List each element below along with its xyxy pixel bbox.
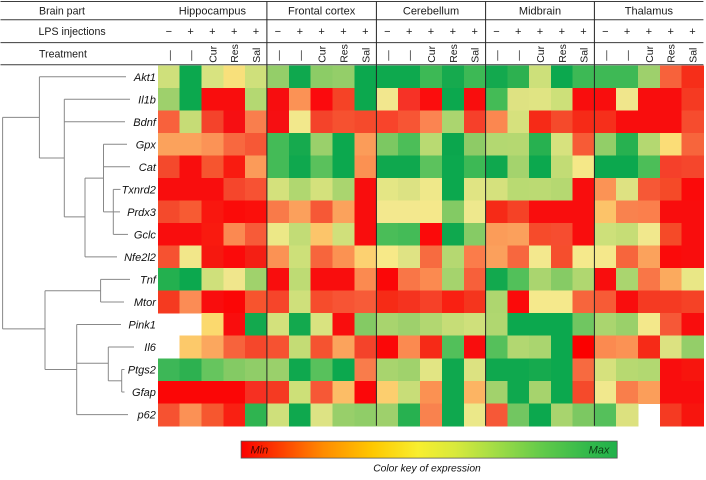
svg-text:Hippocampus: Hippocampus: [179, 6, 247, 18]
svg-text:Cerebellum: Cerebellum: [403, 6, 459, 18]
svg-text:Txnrd2: Txnrd2: [122, 184, 156, 196]
svg-text:+: +: [667, 26, 673, 38]
svg-text:Brain part: Brain part: [39, 6, 85, 18]
svg-text:Il6: Il6: [144, 342, 157, 354]
svg-text:Sal: Sal: [360, 48, 372, 63]
svg-text:—: —: [164, 50, 176, 61]
svg-text:+: +: [340, 26, 346, 38]
svg-text:Sal: Sal: [251, 48, 263, 63]
svg-text:Tnf: Tnf: [140, 274, 157, 286]
svg-text:—: —: [404, 50, 416, 61]
svg-text:Cur: Cur: [535, 45, 547, 62]
svg-text:Thalamus: Thalamus: [625, 6, 674, 18]
svg-text:+: +: [559, 26, 565, 38]
svg-text:Akt1: Akt1: [133, 72, 156, 84]
svg-text:Cur: Cur: [207, 45, 219, 62]
svg-text:Cat: Cat: [139, 162, 157, 174]
svg-text:Res: Res: [339, 44, 351, 63]
svg-text:+: +: [450, 26, 456, 38]
svg-text:Prdx3: Prdx3: [127, 207, 157, 219]
svg-text:Sal: Sal: [470, 48, 482, 63]
svg-text:Ptgs2: Ptgs2: [128, 365, 156, 377]
svg-text:—: —: [600, 50, 612, 61]
svg-text:p62: p62: [137, 410, 156, 422]
svg-text:Cur: Cur: [317, 45, 329, 62]
svg-text:—: —: [273, 50, 285, 61]
svg-text:Pink1: Pink1: [128, 320, 156, 332]
svg-text:+: +: [297, 26, 303, 38]
svg-text:−: −: [275, 26, 281, 38]
svg-text:+: +: [187, 26, 193, 38]
svg-text:Res: Res: [666, 44, 678, 63]
svg-text:+: +: [362, 26, 368, 38]
svg-text:—: —: [622, 50, 634, 61]
svg-text:+: +: [646, 26, 652, 38]
svg-text:Frontal cortex: Frontal cortex: [288, 6, 356, 18]
svg-text:Res: Res: [557, 44, 569, 63]
svg-text:−: −: [166, 26, 172, 38]
svg-text:Mtor: Mtor: [134, 297, 157, 309]
svg-text:+: +: [689, 26, 695, 38]
svg-text:Color key of expression: Color key of expression: [373, 463, 481, 474]
svg-text:Il1b: Il1b: [138, 94, 156, 106]
svg-text:+: +: [515, 26, 521, 38]
svg-text:−: −: [384, 26, 390, 38]
svg-text:LPS injections: LPS injections: [39, 26, 106, 38]
svg-text:+: +: [231, 26, 237, 38]
svg-text:Gfap: Gfap: [132, 387, 156, 399]
svg-text:Res: Res: [448, 44, 460, 63]
svg-text:−: −: [493, 26, 499, 38]
svg-text:+: +: [471, 26, 477, 38]
svg-text:—: —: [382, 50, 394, 61]
svg-text:Cur: Cur: [644, 45, 656, 62]
svg-text:Min: Min: [251, 445, 269, 457]
svg-text:Treatment: Treatment: [39, 49, 87, 61]
svg-text:—: —: [295, 50, 307, 61]
svg-text:+: +: [253, 26, 259, 38]
svg-text:Sal: Sal: [579, 48, 591, 63]
svg-text:—: —: [492, 50, 504, 61]
svg-text:−: −: [602, 26, 608, 38]
svg-text:Cur: Cur: [426, 45, 438, 62]
svg-text:Bdnf: Bdnf: [133, 117, 157, 129]
svg-text:Res: Res: [229, 44, 241, 63]
svg-text:Nfe2l2: Nfe2l2: [124, 252, 156, 264]
svg-text:+: +: [406, 26, 412, 38]
svg-text:Sal: Sal: [688, 48, 700, 63]
svg-text:+: +: [428, 26, 434, 38]
svg-text:+: +: [318, 26, 324, 38]
svg-text:—: —: [513, 50, 525, 61]
svg-text:Gclc: Gclc: [134, 229, 157, 241]
svg-text:+: +: [537, 26, 543, 38]
svg-text:Midbrain: Midbrain: [519, 6, 561, 18]
svg-text:+: +: [580, 26, 586, 38]
svg-text:Max: Max: [589, 445, 610, 457]
svg-text:+: +: [209, 26, 215, 38]
svg-text:—: —: [186, 50, 198, 61]
svg-text:Gpx: Gpx: [136, 139, 157, 151]
svg-text:+: +: [624, 26, 630, 38]
